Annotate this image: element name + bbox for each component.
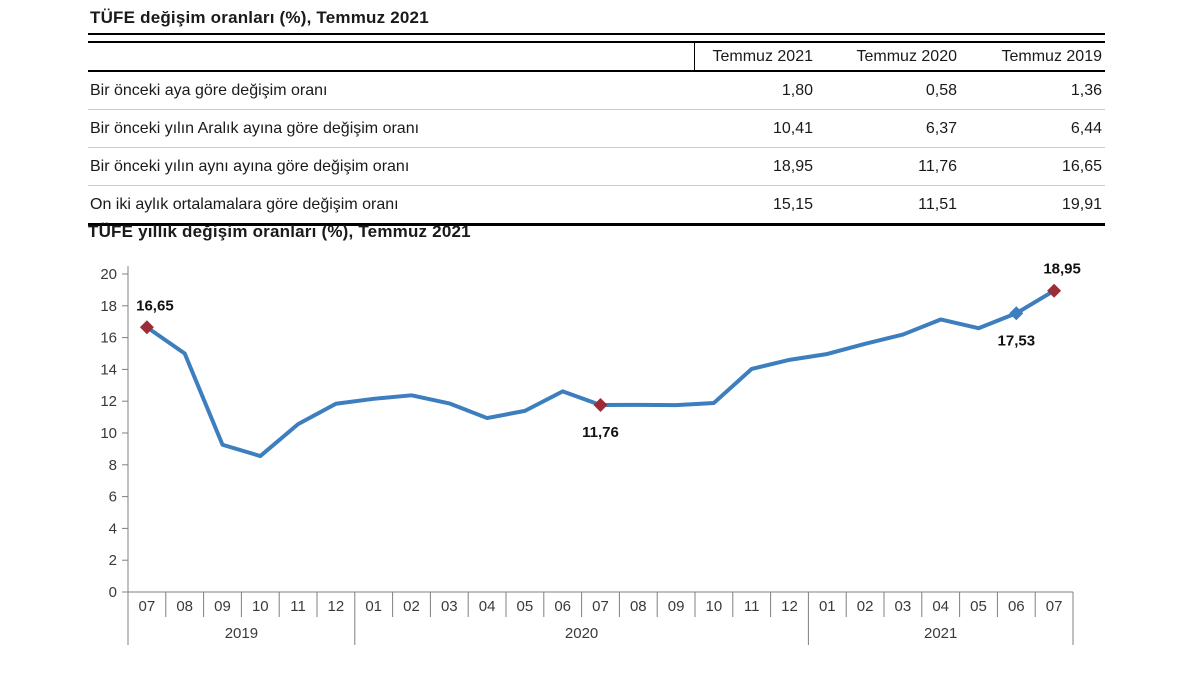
y-tick-label: 10 bbox=[100, 425, 117, 442]
x-tick-label: 11 bbox=[744, 598, 760, 615]
table-body: Bir önceki aya göre değişim oranı 1,80 0… bbox=[88, 72, 1105, 226]
cell-value: 18,95 bbox=[772, 157, 813, 175]
x-tick-label: 05 bbox=[517, 598, 534, 615]
annual-rate-chart-section: TÜFE yıllık değişim oranları (%), Temmuz… bbox=[0, 222, 1200, 645]
data-point-marker bbox=[1047, 283, 1062, 298]
y-tick-label: 6 bbox=[109, 489, 117, 506]
table-row: On iki aylık ortalamalara göre değişim o… bbox=[88, 185, 1105, 223]
x-tick-label: 10 bbox=[252, 598, 269, 615]
data-point-marker bbox=[1009, 306, 1024, 321]
data-point-marker bbox=[139, 320, 154, 335]
line-chart: 0 2 4 6 8 10 12 14 16 18 20 07 08 09 10 11 12 01 02 03 04 05 0… bbox=[0, 252, 1200, 662]
x-tick-label: 12 bbox=[328, 598, 345, 615]
table-row: Bir önceki yılın Aralık ayına göre değiş… bbox=[88, 109, 1105, 147]
y-tick-label: 16 bbox=[100, 330, 117, 347]
cell-value: 19,91 bbox=[1061, 195, 1102, 213]
year-label: 2020 bbox=[565, 625, 598, 642]
x-tick-label: 07 bbox=[139, 598, 156, 615]
x-tick-label: 01 bbox=[819, 598, 836, 615]
y-tick-label: 8 bbox=[109, 457, 117, 474]
cell-value: 6,44 bbox=[1070, 119, 1102, 137]
y-tick-label: 14 bbox=[100, 361, 117, 378]
y-tick-label: 4 bbox=[109, 520, 117, 537]
y-tick-label: 2 bbox=[109, 552, 117, 569]
x-tick-label: 04 bbox=[479, 598, 496, 615]
table-row: Bir önceki yılın aynı ayına göre değişim… bbox=[88, 147, 1105, 185]
table-header-row: Temmuz 2021 Temmuz 2020 Temmuz 2019 bbox=[88, 41, 1105, 72]
row-label: Bir önceki yılın Aralık ayına göre değiş… bbox=[90, 119, 420, 137]
cell-value: 1,36 bbox=[1070, 81, 1102, 99]
x-tick-label: 06 bbox=[1008, 598, 1025, 615]
data-point-label: 16,65 bbox=[136, 297, 174, 314]
table-header-spacer bbox=[88, 43, 694, 70]
cell-value: 15,15 bbox=[772, 195, 813, 213]
x-tick-label: 08 bbox=[176, 598, 193, 615]
data-point-label: 18,95 bbox=[1043, 261, 1081, 278]
y-tick-label: 20 bbox=[100, 266, 117, 283]
x-tick-label: 03 bbox=[441, 598, 458, 615]
cell-value: 16,65 bbox=[1061, 157, 1102, 175]
x-tick-label: 09 bbox=[668, 598, 685, 615]
data-point-marker bbox=[593, 398, 608, 413]
row-label: Bir önceki yılın aynı ayına göre değişim… bbox=[90, 157, 410, 175]
table-row: Bir önceki aya göre değişim oranı 1,80 0… bbox=[88, 72, 1105, 109]
cpi-summary-table: TÜFE değişim oranları (%), Temmuz 2021 T… bbox=[88, 8, 1105, 226]
x-tick-label: 09 bbox=[214, 598, 231, 615]
chart-title: TÜFE yıllık değişim oranları (%), Temmuz… bbox=[88, 222, 471, 241]
data-point-label: 11,76 bbox=[582, 424, 619, 441]
cell-value: 11,51 bbox=[918, 195, 957, 213]
x-tick-label: 02 bbox=[857, 598, 874, 615]
x-tick-label: 06 bbox=[554, 598, 571, 615]
x-tick-label: 07 bbox=[592, 598, 609, 615]
x-tick-label: 10 bbox=[706, 598, 723, 615]
data-point-label: 17,53 bbox=[998, 332, 1036, 349]
x-tick-label: 12 bbox=[781, 598, 798, 615]
cell-value: 0,58 bbox=[925, 81, 957, 99]
cell-value: 1,80 bbox=[781, 81, 813, 99]
cell-value: 11,76 bbox=[918, 157, 957, 175]
x-tick-label: 04 bbox=[932, 598, 949, 615]
x-tick-label: 03 bbox=[895, 598, 912, 615]
row-label: Bir önceki aya göre değişim oranı bbox=[90, 81, 328, 99]
cell-value: 6,37 bbox=[925, 119, 957, 137]
table-title: TÜFE değişim oranları (%), Temmuz 2021 bbox=[88, 8, 1105, 35]
year-label: 2021 bbox=[924, 625, 957, 642]
column-header-temmuz-2020: Temmuz 2020 bbox=[856, 47, 958, 65]
x-tick-label: 08 bbox=[630, 598, 647, 615]
x-tick-label: 01 bbox=[365, 598, 382, 615]
x-tick-label: 07 bbox=[1046, 598, 1063, 615]
row-label: On iki aylık ortalamalara göre değişim o… bbox=[90, 195, 399, 213]
y-tick-label: 18 bbox=[100, 298, 117, 315]
x-tick-label: 02 bbox=[403, 598, 420, 615]
y-tick-label: 0 bbox=[109, 584, 117, 601]
x-tick-label: 05 bbox=[970, 598, 987, 615]
x-tick-label: 11 bbox=[290, 598, 306, 615]
y-tick-label: 12 bbox=[100, 393, 117, 410]
column-header-temmuz-2019: Temmuz 2019 bbox=[1001, 47, 1103, 65]
cell-value: 10,41 bbox=[772, 119, 813, 137]
year-label: 2019 bbox=[225, 625, 258, 642]
column-header-temmuz-2021: Temmuz 2021 bbox=[694, 43, 831, 70]
